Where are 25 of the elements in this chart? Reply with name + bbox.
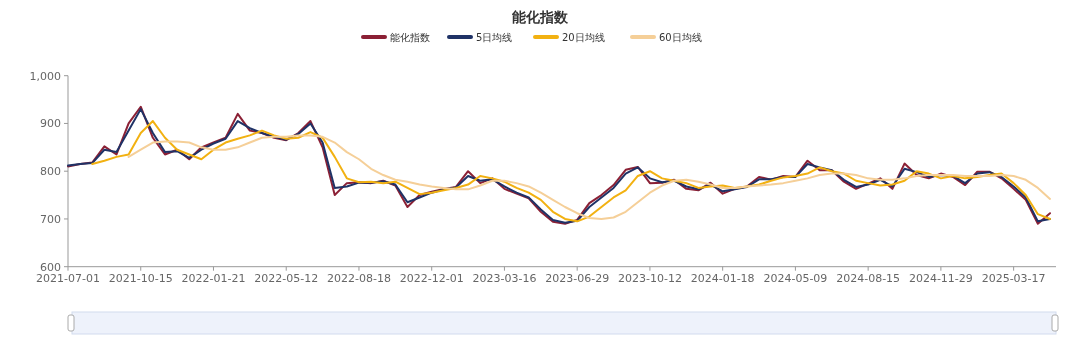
chart-title: 能化指数 [512, 9, 569, 25]
x-tick-label: 2023-10-12 [617, 271, 682, 285]
x-tick-label: 2022-05-12 [254, 271, 319, 285]
x-tick-label: 2024-11-29 [908, 271, 973, 285]
y-tick-label: 1,000 [29, 69, 61, 83]
line-series [127, 134, 1051, 220]
y-tick-label: 600 [40, 260, 61, 274]
x-tick-label: 2023-03-16 [472, 271, 537, 285]
x-tick-label: 2023-06-29 [545, 271, 610, 285]
x-tick-label: 2021-07-01 [36, 271, 100, 285]
legend-label: 20日均线 [562, 32, 605, 43]
y-tick-label: 700 [40, 212, 61, 226]
x-tick-label: 2022-01-21 [181, 271, 246, 285]
legend-label: 5日均线 [476, 32, 513, 43]
legend-label: 60日均线 [659, 32, 702, 43]
y-tick-label: 800 [40, 165, 61, 179]
x-tick-label: 2022-12-01 [399, 271, 464, 285]
y-tick-label: 900 [40, 117, 61, 131]
x-tick-label: 2025-03-17 [981, 271, 1046, 285]
x-tick-label: 2024-08-15 [836, 271, 901, 285]
x-tick-label: 2022-08-18 [326, 271, 391, 285]
x-tick-label: 2021-10-15 [108, 271, 173, 285]
x-tick-label: 2024-05-09 [763, 271, 828, 285]
legend-label: 能化指数 [390, 32, 430, 43]
x-tick-label: 2024-01-18 [690, 271, 755, 285]
